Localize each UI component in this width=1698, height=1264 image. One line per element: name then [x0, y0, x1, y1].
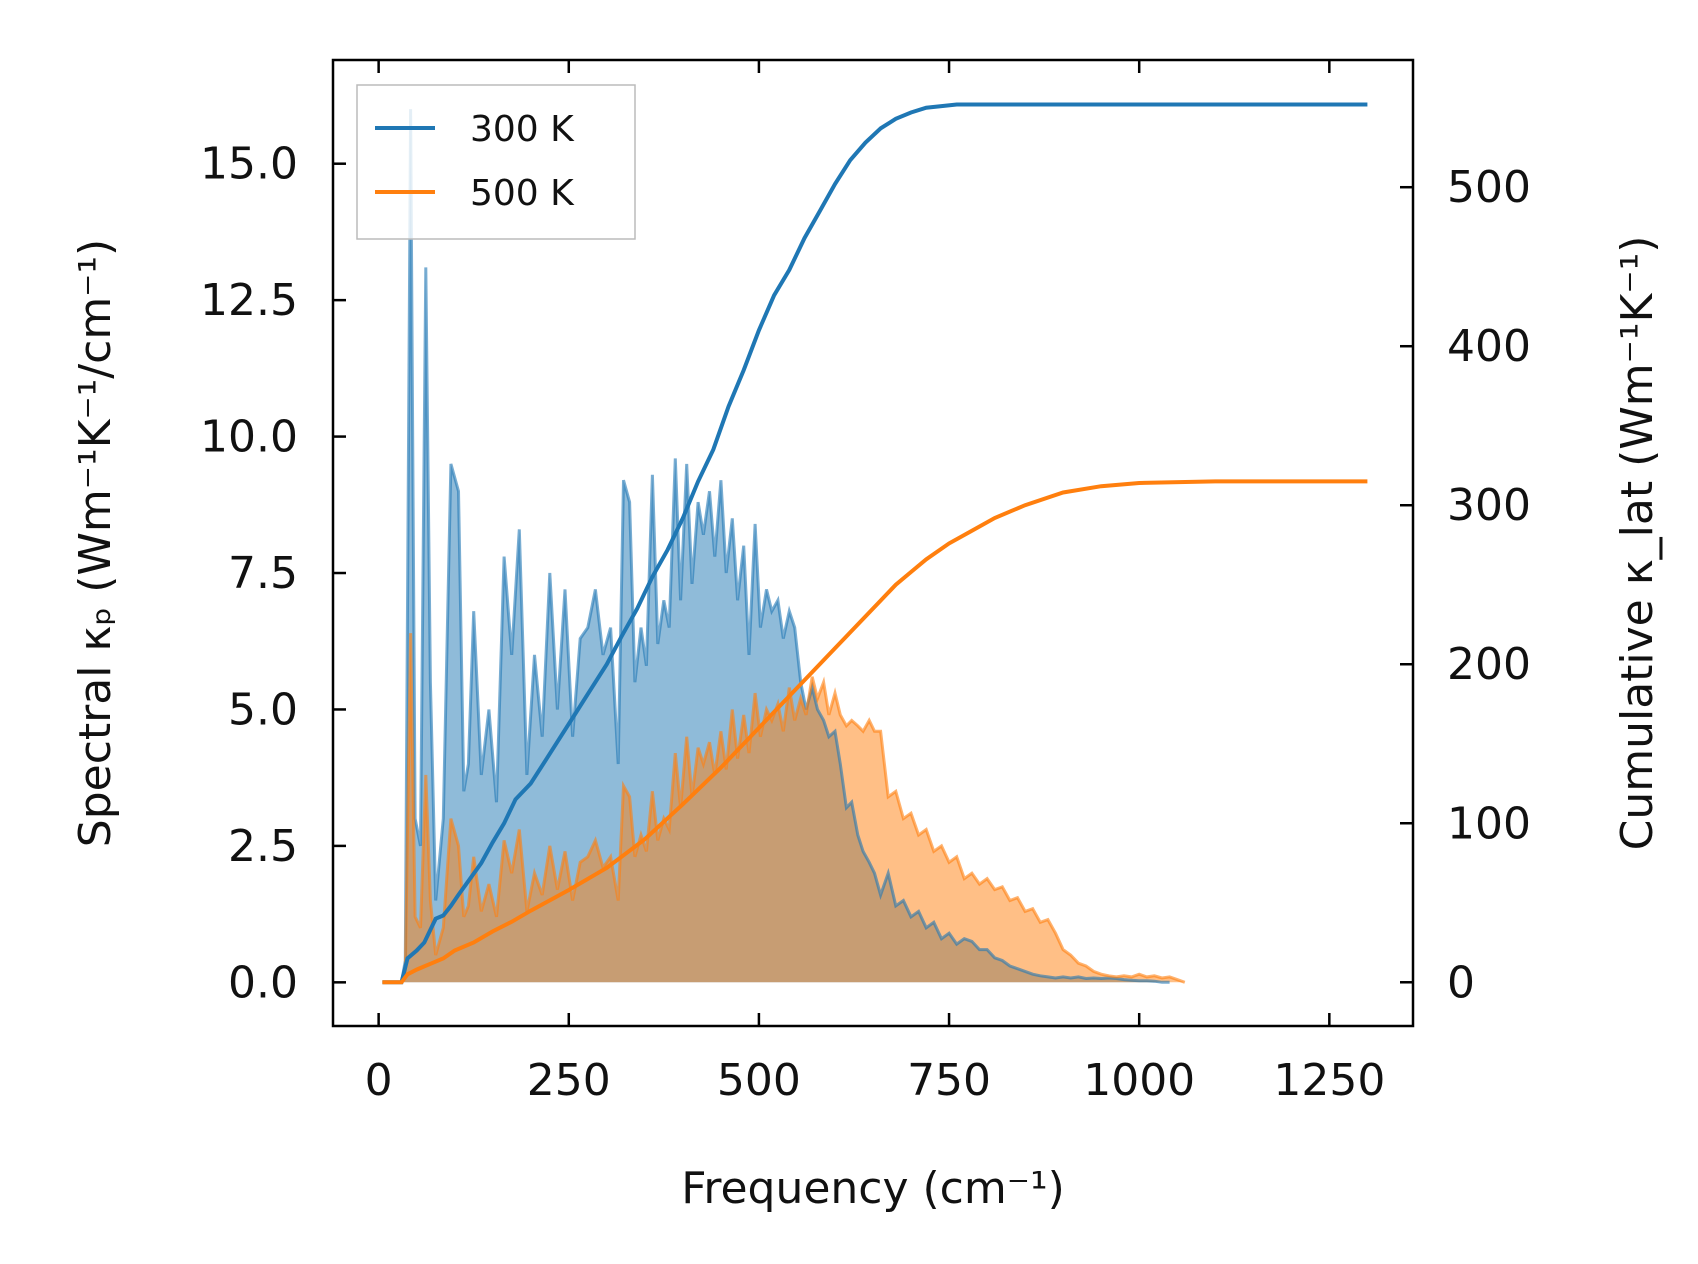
legend: 300 K 500 K: [356, 84, 636, 240]
left-y-tick-label: 10.0: [200, 412, 298, 463]
right-y-tick-label: 300: [1447, 480, 1531, 531]
left-y-tick-label: 2.5: [228, 821, 298, 872]
right-y-tick-label: 400: [1447, 321, 1531, 372]
cumulative-300k-line: [382, 102, 1368, 985]
left-y-tick-label: 0.0: [228, 957, 298, 1008]
x-axis-ticks: 0 250 500 750 1000 1250: [365, 60, 1385, 1106]
x-tick-label: 250: [527, 1055, 611, 1106]
right-y-tick-label: 200: [1447, 639, 1531, 690]
left-y-tick-label: 5.0: [228, 684, 298, 735]
cumulative-500k-line: [382, 479, 1368, 985]
x-tick-label: 1250: [1273, 1055, 1385, 1106]
x-axis-title: Frequency (cm⁻¹): [681, 1163, 1065, 1214]
x-tick-label: 1000: [1083, 1055, 1195, 1106]
spectral-300k-line: [382, 109, 1170, 984]
x-tick-label: 500: [717, 1055, 801, 1106]
x-tick-label: 0: [365, 1055, 393, 1106]
left-y-tick-label: 7.5: [228, 548, 298, 599]
spectral-500k-area: [382, 633, 1185, 983]
plot-area: [382, 102, 1368, 985]
right-y-tick-label: 0: [1447, 957, 1475, 1008]
plot-frame: [331, 58, 1415, 1028]
left-y-axis-ticks: 0.0 2.5 5.0 7.5 10.0 12.5 15.0: [200, 139, 346, 1008]
x-tick-label: 750: [907, 1055, 991, 1106]
left-y-tick-label: 15.0: [200, 139, 298, 190]
legend-box: [356, 84, 636, 240]
legend-label-300k: 300 K: [470, 109, 575, 150]
left-y-axis-title: Spectral κₚ (Wm⁻¹K⁻¹/cm⁻¹): [70, 239, 121, 847]
left-y-tick-label: 12.5: [200, 275, 298, 326]
right-y-axis-ticks: 0 100 200 300 400 500: [1400, 162, 1531, 1008]
legend-label-500k: 500 K: [470, 173, 575, 214]
right-y-tick-label: 100: [1447, 798, 1531, 849]
right-y-tick-label: 500: [1447, 162, 1531, 213]
right-y-axis-title: Cumulative κ_lat (Wm⁻¹K⁻¹): [1612, 236, 1663, 851]
spectral-300k-area: [382, 109, 1170, 983]
